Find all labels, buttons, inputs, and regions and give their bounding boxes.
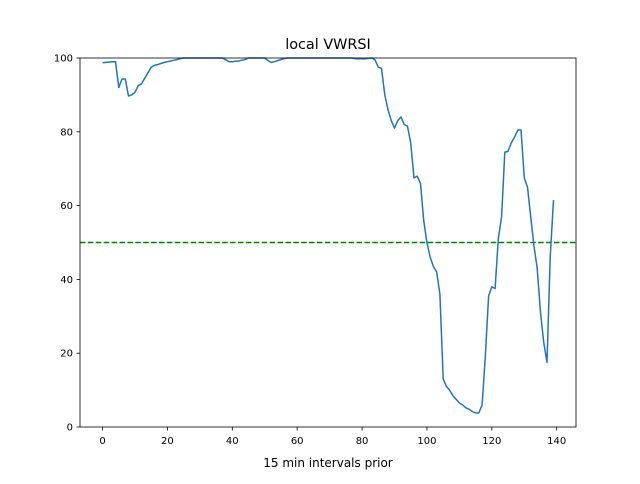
x-tick-label: 40 [226, 436, 239, 447]
x-axis-label: 15 min intervals prior [263, 456, 393, 470]
y-tick-label: 60 [60, 201, 73, 212]
y-tick-label: 0 [67, 423, 73, 434]
chart-title: local VWRSI [285, 37, 371, 53]
x-tick-label: 80 [356, 436, 369, 447]
x-tick-label: 0 [99, 436, 105, 447]
y-tick-label: 20 [60, 349, 73, 360]
y-axis: 0 20 40 60 80 100 [54, 54, 80, 434]
y-tick-label: 80 [60, 127, 73, 138]
x-tick-label: 20 [161, 436, 174, 447]
x-axis: 0 20 40 60 80 100 120 140 [99, 427, 566, 447]
x-tick-label: 100 [417, 436, 436, 447]
series-line [102, 57, 555, 414]
y-tick-label: 40 [60, 275, 73, 286]
x-tick-label: 140 [547, 436, 566, 447]
x-tick-label: 60 [291, 436, 304, 447]
x-tick-label: 120 [482, 436, 501, 447]
plot-area [80, 57, 576, 414]
axes-frame [79, 57, 577, 428]
y-tick-label: 100 [54, 54, 73, 65]
